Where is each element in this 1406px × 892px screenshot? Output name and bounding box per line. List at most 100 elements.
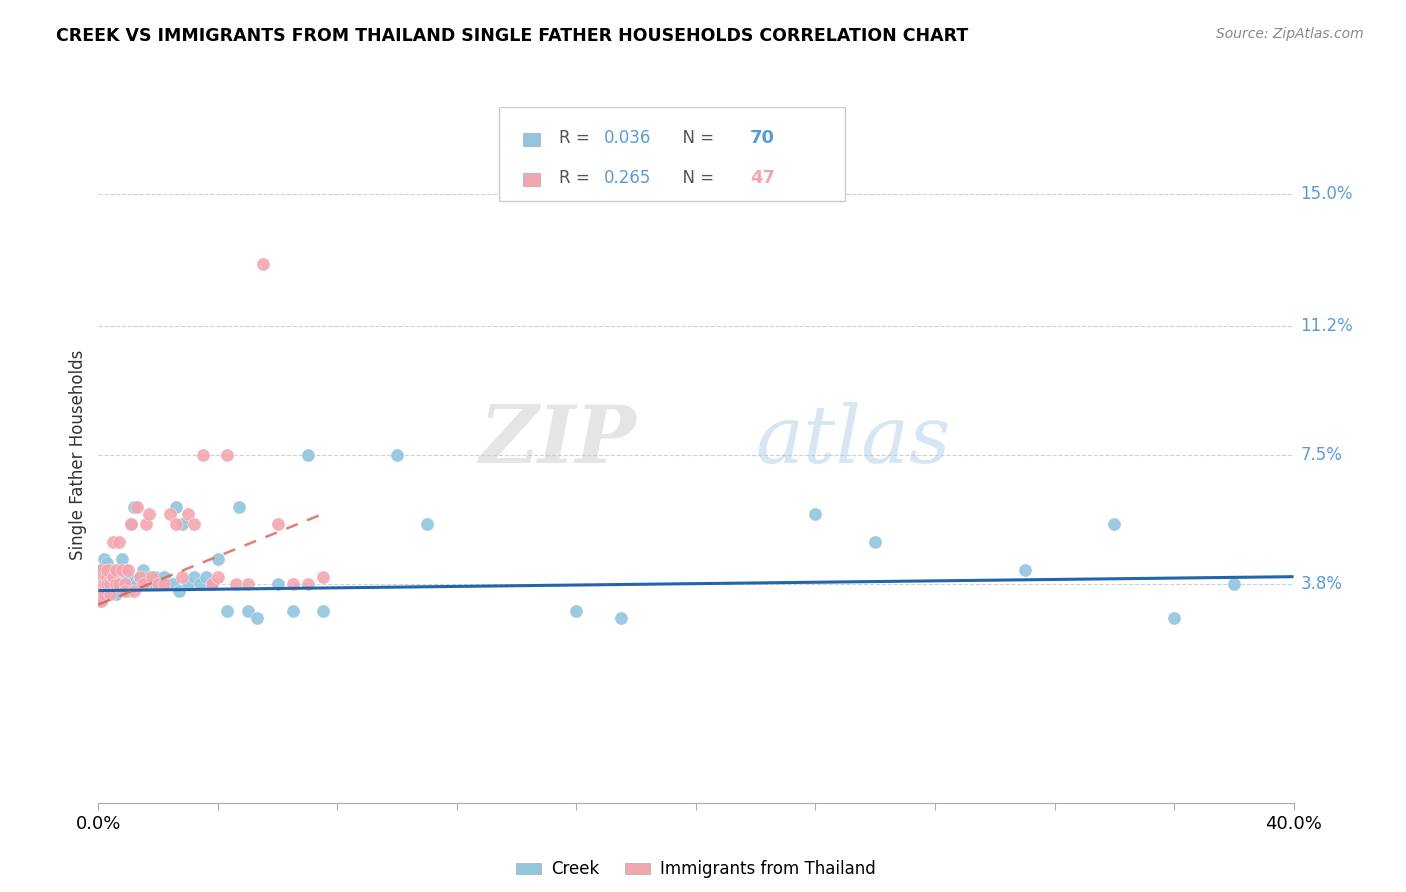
Point [162,576,184,591]
Text: R =: R = [558,169,595,187]
Point [236,576,259,591]
Text: 11.2%: 11.2% [1301,318,1354,335]
Point [114,563,136,577]
Point [132,563,155,577]
Point [177,576,200,591]
Point [98,576,122,591]
Point [297,576,319,591]
Point [236,605,259,619]
Point [117,583,139,598]
Point [141,570,163,584]
Point [96,570,118,584]
Point [114,576,136,591]
Point [215,448,238,462]
Point [267,576,290,591]
Point [93,576,115,591]
Point [1223,576,1246,591]
Y-axis label: Single Father Households: Single Father Households [69,350,87,560]
Point [120,517,142,532]
Text: CREEK VS IMMIGRANTS FROM THAILAND SINGLE FATHER HOUSEHOLDS CORRELATION CHART: CREEK VS IMMIGRANTS FROM THAILAND SINGLE… [56,27,969,45]
Point [111,563,134,577]
Point [183,570,205,584]
Point [111,576,134,591]
Point [865,534,887,549]
Point [267,517,290,532]
Point [108,534,131,549]
Text: ZIP: ZIP [479,402,636,480]
Point [311,570,333,584]
Point [98,563,122,577]
Point [103,576,125,591]
Point [108,576,131,591]
Point [96,563,118,577]
Point [148,576,170,591]
Point [105,563,128,577]
Point [108,570,131,584]
Point [167,583,190,598]
Point [138,507,160,521]
FancyBboxPatch shape [523,173,540,186]
Point [153,570,176,584]
Point [98,570,122,584]
Point [114,583,136,598]
Point [132,576,155,591]
Point [201,576,224,591]
Point [96,563,118,577]
Point [90,563,112,577]
Point [159,507,181,521]
Point [103,570,125,584]
Point [143,570,166,584]
Point [165,500,187,514]
Point [565,605,588,619]
Point [124,500,146,514]
Point [96,576,118,591]
Point [103,583,125,598]
Point [120,517,142,532]
Point [281,605,304,619]
Point [281,576,304,591]
Point [96,576,118,591]
Legend: Creek, Immigrants from Thailand: Creek, Immigrants from Thailand [510,854,882,885]
Point [98,576,122,591]
Point [129,570,152,584]
Point [183,517,205,532]
Point [225,576,247,591]
Point [177,507,200,521]
Point [153,576,176,591]
Point [98,587,122,601]
Point [93,587,115,601]
Point [111,552,134,566]
Point [135,517,157,532]
Point [311,605,333,619]
Point [103,570,125,584]
Text: Source: ZipAtlas.com: Source: ZipAtlas.com [1216,27,1364,41]
Point [129,570,152,584]
Point [93,552,115,566]
Point [105,563,128,577]
Point [148,576,170,591]
Point [188,576,211,591]
Point [117,570,139,584]
Point [215,605,238,619]
Point [93,576,115,591]
Point [207,570,229,584]
Point [90,594,112,608]
Text: 15.0%: 15.0% [1301,185,1353,203]
Point [127,576,149,591]
Point [165,517,187,532]
Point [108,576,131,591]
Point [252,257,274,271]
Text: N =: N = [672,129,720,147]
Point [385,448,409,462]
Point [172,517,194,532]
FancyBboxPatch shape [499,107,845,201]
Point [138,570,160,584]
Text: 3.8%: 3.8% [1301,574,1343,592]
FancyBboxPatch shape [523,133,540,146]
Point [804,507,827,521]
Text: R =: R = [558,129,595,147]
Point [98,587,122,601]
Text: N =: N = [672,169,720,187]
Point [93,570,115,584]
Point [610,611,633,625]
